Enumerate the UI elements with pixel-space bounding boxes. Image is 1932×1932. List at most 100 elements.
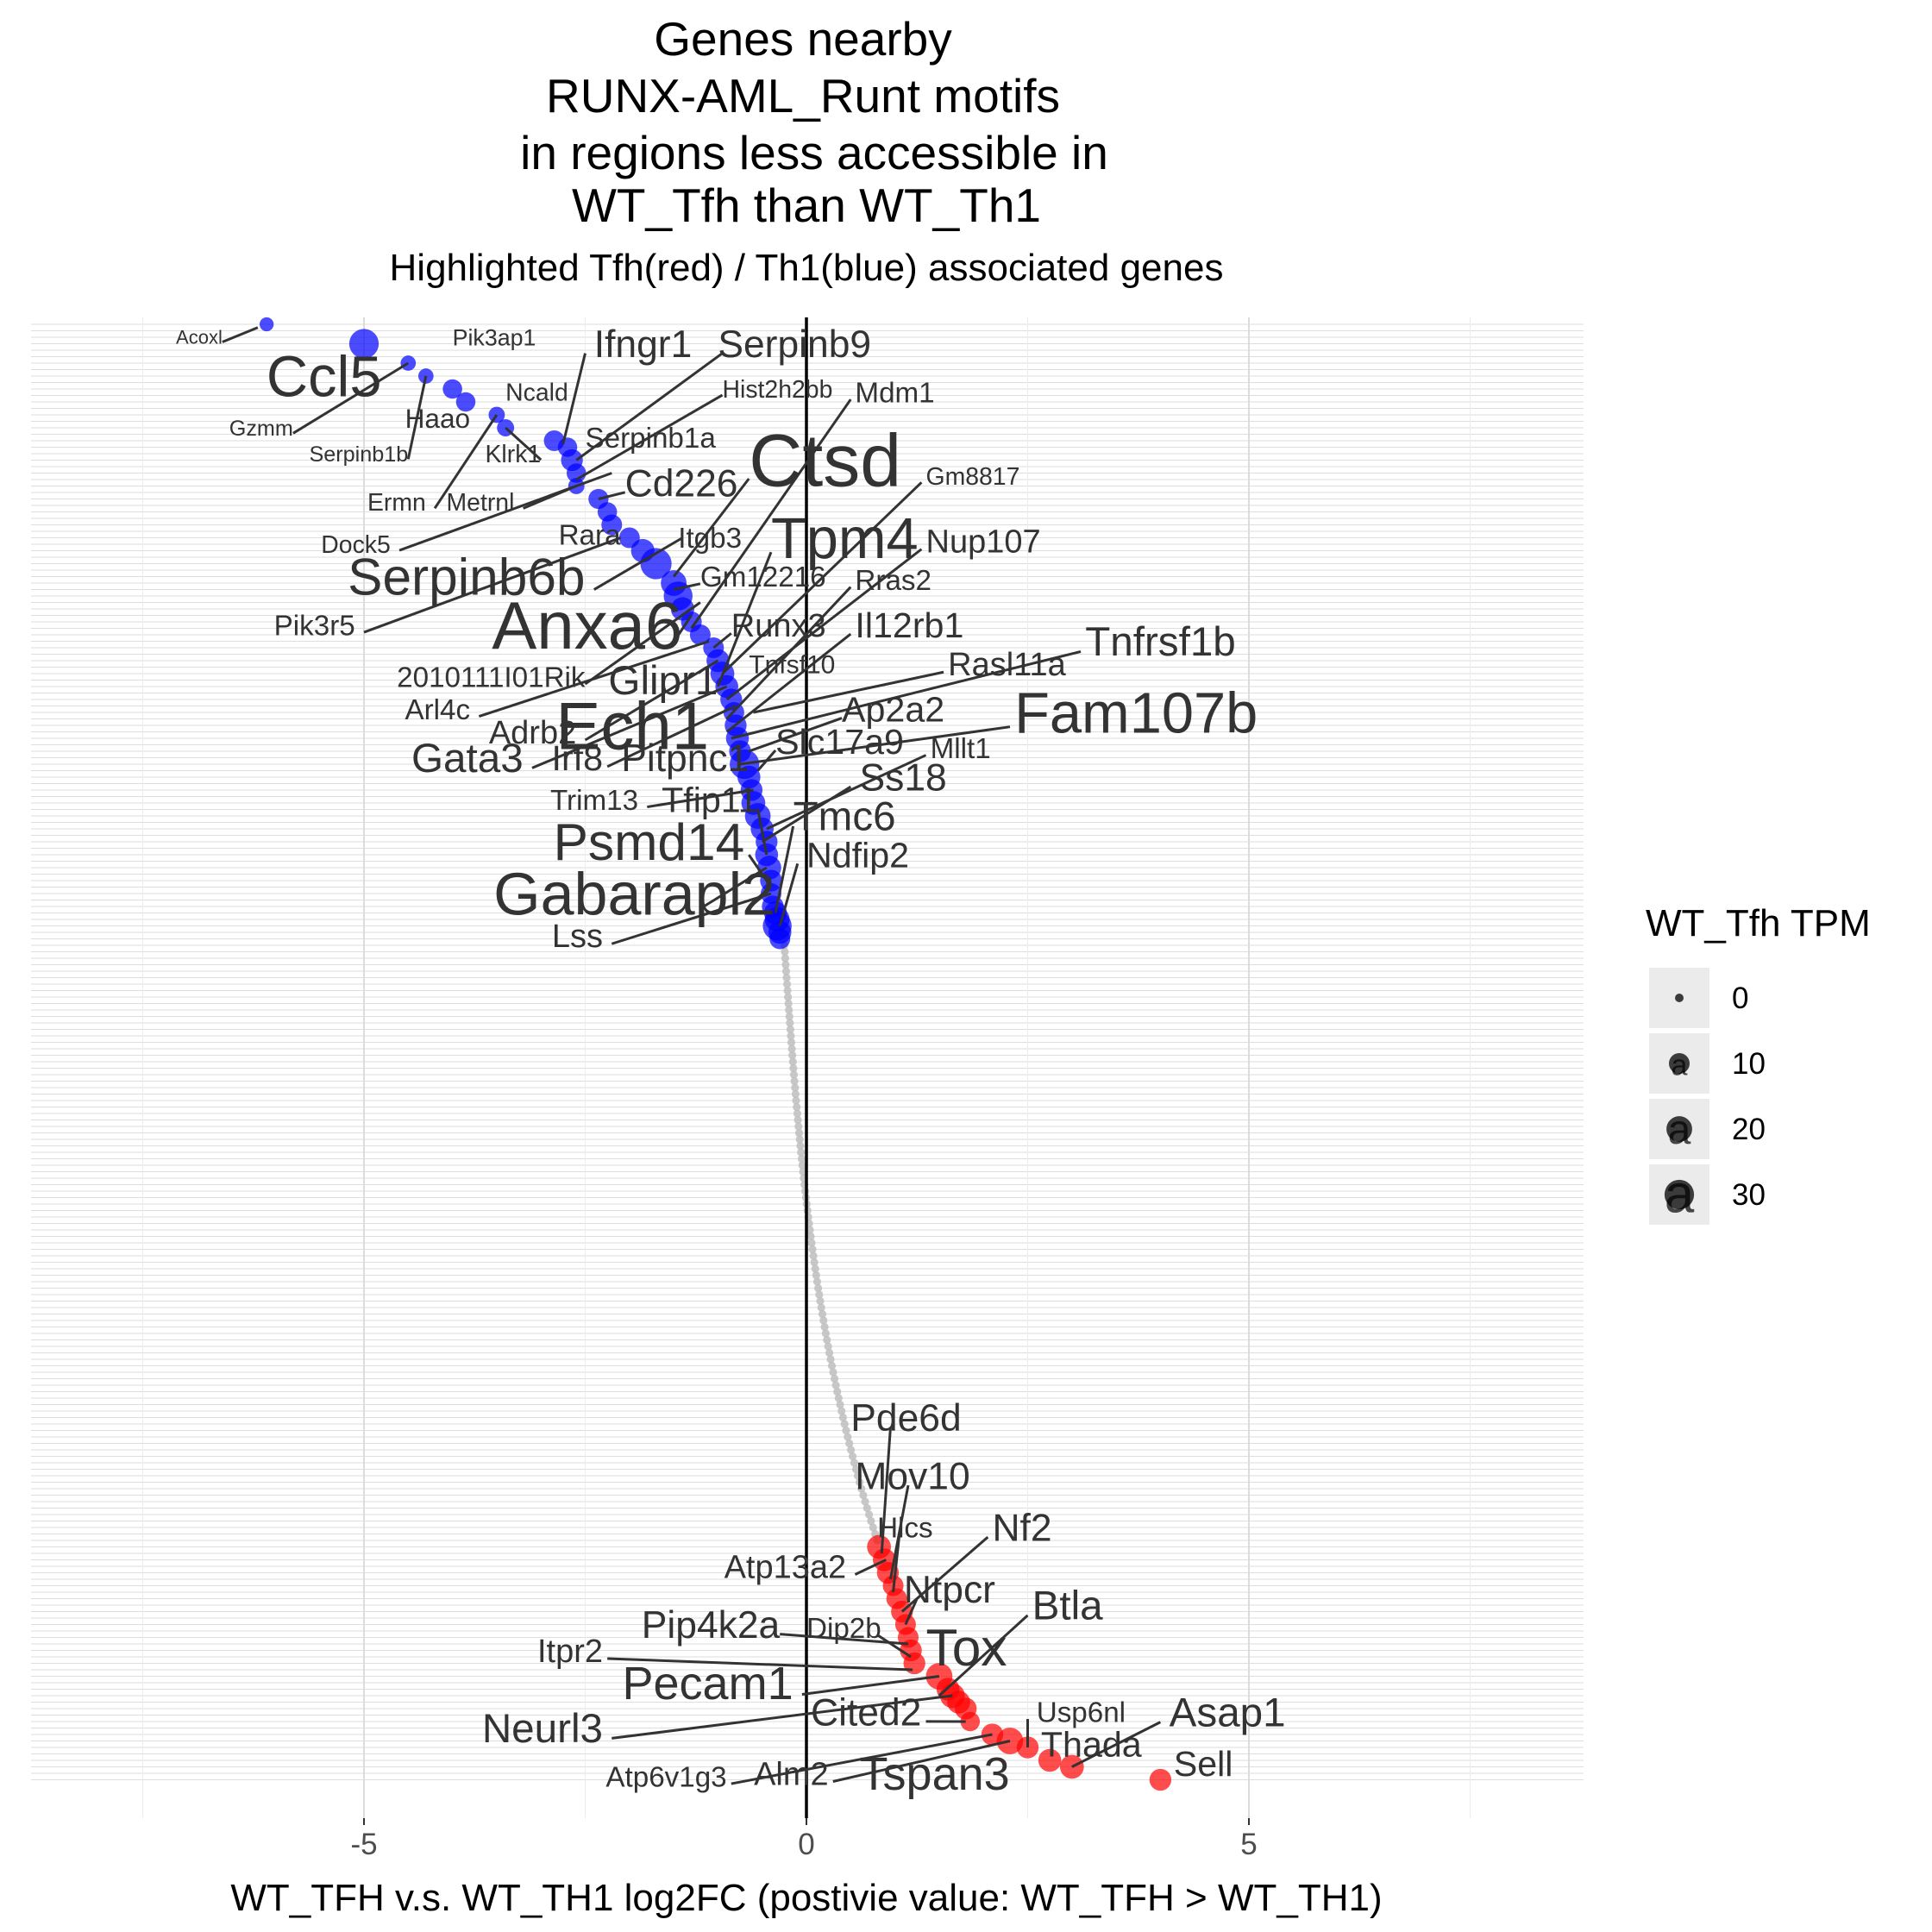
data-point-other — [853, 1471, 862, 1480]
label-segment — [505, 426, 543, 461]
data-point-other — [826, 1355, 835, 1364]
gene-label: Asap1 — [1170, 1690, 1286, 1735]
data-point-other — [850, 1458, 859, 1467]
gene-label: Tfip11 — [662, 781, 757, 820]
data-point-other — [787, 1038, 796, 1047]
label-segment — [888, 1484, 910, 1580]
data-point-other — [781, 954, 790, 963]
data-point-other — [823, 1335, 831, 1345]
label-segment — [222, 326, 259, 343]
data-point-other — [827, 1361, 837, 1371]
gene-label: Gata3 — [411, 736, 524, 781]
data-point-th1 — [260, 317, 274, 332]
data-point-other — [785, 1012, 794, 1021]
label-segment — [778, 862, 800, 926]
gene-label: Sell — [1174, 1744, 1233, 1784]
data-point-other — [812, 1270, 820, 1280]
legend-label: 10 — [1732, 1047, 1766, 1081]
gene-label: Ndfip2 — [806, 835, 909, 875]
data-point-other — [819, 1316, 828, 1325]
gene-label: Rras2 — [855, 565, 932, 597]
data-point-other — [817, 1303, 825, 1312]
gene-label: Thada — [1041, 1725, 1142, 1765]
x-tick-label: 0 — [798, 1828, 814, 1861]
x-tick-label: -5 — [350, 1828, 377, 1861]
gene-label: Mdm1 — [855, 377, 934, 409]
gene-label: Klrk1 — [486, 441, 542, 468]
gene-label: Hlcs — [877, 1513, 933, 1545]
label-segment — [673, 582, 701, 591]
label-segment — [406, 375, 428, 460]
title-line-3: in regions less accessible in — [520, 126, 1108, 179]
data-point-other — [816, 1296, 825, 1306]
data-point-other — [797, 1154, 806, 1164]
data-point-other — [855, 1477, 864, 1487]
data-point-other — [864, 1510, 874, 1519]
data-point-other — [824, 1342, 832, 1351]
label-segment — [721, 481, 923, 675]
x-axis-title: WT_TFH v.s. WT_TH1 log2FC (postivie valu… — [230, 1877, 1382, 1919]
data-point-other — [806, 1232, 815, 1241]
data-point-other — [793, 1109, 801, 1118]
gene-label: Pde6d — [850, 1397, 961, 1440]
data-point-other — [796, 1141, 805, 1151]
gene-label: Ermn — [367, 489, 426, 517]
legend-key-point — [1664, 1179, 1695, 1210]
legend-key-point — [1675, 994, 1684, 1002]
gene-label: Ap2a2 — [842, 690, 944, 730]
data-point-other — [820, 1322, 829, 1332]
legend-keys: 0 a 10 a 20 a 30 — [1649, 968, 1766, 1225]
gene-label: Pecam1 — [623, 1658, 794, 1709]
gene-label: Serpinb1a — [586, 423, 717, 455]
data-point-other — [861, 1497, 869, 1506]
gene-label: Alm2 — [754, 1756, 829, 1792]
gene-label: Serpinb6b — [348, 548, 585, 606]
gene-label: Tnfsf10 — [749, 650, 835, 679]
data-point-other — [782, 980, 792, 988]
label-segment — [1071, 1721, 1162, 1768]
label-segment — [363, 536, 622, 634]
data-point-other — [859, 1490, 868, 1500]
label-segment — [712, 632, 732, 649]
gene-label: Trim13 — [550, 785, 638, 817]
data-point-other — [857, 1484, 866, 1493]
gene-label: Gm12216 — [700, 561, 826, 593]
label-segment — [398, 472, 612, 552]
label-segment — [880, 1427, 892, 1554]
legend-label: 0 — [1732, 982, 1748, 1015]
gene-label: Atp6v1g3 — [605, 1761, 726, 1793]
label-segment — [575, 393, 724, 481]
gene-label: Serpinb1b — [309, 442, 408, 467]
title-line-4: WT_Tfh than WT_Th1 — [572, 179, 1041, 232]
legend-key-glyph: a — [1665, 1165, 1695, 1225]
label-segment — [699, 866, 768, 910]
data-point-other — [789, 1070, 799, 1079]
gene-label: Cd226 — [625, 462, 738, 505]
gene-label: Tpm4 — [771, 507, 919, 571]
data-point-tfh — [960, 1711, 981, 1732]
data-point-other — [795, 1135, 804, 1144]
data-point-other — [783, 986, 792, 995]
data-point-other — [794, 1128, 804, 1138]
data-point-other — [848, 1452, 857, 1461]
gene-label: Lss — [552, 919, 603, 955]
gene-label: Dip2b — [806, 1613, 881, 1645]
gene-label: Pitpnc1 — [621, 737, 749, 780]
data-point-other — [797, 1148, 806, 1157]
data-point-other — [810, 1258, 819, 1267]
gene-label: Slc17a9 — [775, 722, 904, 762]
gene-label: Tmc6 — [794, 794, 896, 840]
data-point-other — [791, 1089, 800, 1099]
gene-label: Ntpcr — [904, 1569, 995, 1611]
gene-label: Pik3ap1 — [453, 324, 536, 350]
gene-label: Anxa6 — [492, 587, 682, 663]
data-point-other — [790, 1076, 799, 1086]
gene-labels: Acoxl Pik3ap1 Ccl5 Gzmm Ncald Haao Serpinb1b Kl… — [176, 323, 1286, 1800]
gene-label: Metrnl — [447, 489, 515, 517]
gene-label: Psmd14 — [554, 812, 745, 871]
data-point-other — [833, 1387, 842, 1396]
data-point-other — [844, 1433, 852, 1441]
data-point-other — [781, 967, 791, 975]
data-point-other — [811, 1264, 819, 1273]
data-point-th1 — [442, 379, 462, 399]
